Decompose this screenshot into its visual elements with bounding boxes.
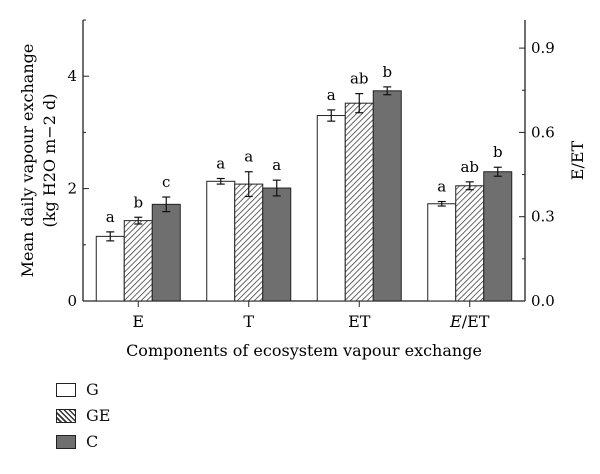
- y-tick-label-right: 0.0: [531, 292, 555, 310]
- y-tick-label-right: 0.6: [531, 123, 555, 141]
- y-tick-label-right: 0.3: [531, 208, 555, 226]
- significance-letter: a: [327, 86, 336, 104]
- legend-swatch-hatched: [56, 409, 76, 423]
- legend-label: G: [86, 380, 99, 399]
- bar-ge: [234, 183, 264, 302]
- y-tick-label-left: 2: [67, 180, 77, 198]
- significance-letter: a: [106, 208, 115, 226]
- bar-g: [206, 180, 236, 302]
- significance-letter: b: [493, 143, 503, 161]
- bar-ge: [455, 185, 485, 302]
- significance-letter: a: [272, 156, 281, 174]
- significance-letter: b: [133, 193, 143, 211]
- bar-g: [427, 203, 457, 302]
- significance-letter: ab: [460, 158, 479, 176]
- significance-letter: b: [382, 63, 392, 81]
- legend-item-c: C: [56, 432, 196, 453]
- legend-item-ge: GE: [56, 406, 196, 427]
- significance-letter: a: [244, 148, 253, 166]
- legend-item-g: G: [56, 380, 196, 401]
- bar-c: [372, 90, 402, 302]
- legend-label: C: [86, 432, 99, 451]
- bar-ge: [344, 102, 374, 302]
- bar-g: [316, 115, 346, 302]
- legend-swatch-white: [56, 383, 76, 397]
- x-tick-label: E: [132, 312, 144, 331]
- bar-g: [95, 235, 125, 302]
- bar-ge: [123, 220, 153, 302]
- y-axis-title-left-line1: Mean daily vapour exchange: [18, 44, 37, 278]
- y-tick-label-left: 0: [67, 292, 77, 310]
- x-tick-label: ET: [348, 312, 371, 331]
- x-axis-title: Components of ecosystem vapour exchange: [126, 341, 482, 360]
- bar-c: [262, 187, 292, 302]
- x-tick-label: T: [243, 312, 254, 331]
- bar-c: [151, 203, 181, 302]
- legend-swatch-gray: [56, 435, 76, 449]
- significance-letter: a: [216, 154, 225, 172]
- y-tick-label-right: 0.9: [531, 39, 555, 57]
- y-axis-title-left-line2: (kg H2O m−2 d): [40, 94, 59, 228]
- y-axis-title-right: E/ET: [568, 140, 587, 180]
- significance-letter: c: [162, 173, 170, 191]
- x-tick-label: E/ET: [449, 312, 490, 331]
- significance-letter: a: [437, 178, 446, 196]
- y-tick-label-left: 4: [67, 67, 77, 85]
- bar-c: [483, 171, 513, 302]
- significance-letter: ab: [350, 70, 369, 88]
- legend-label: GE: [86, 406, 111, 425]
